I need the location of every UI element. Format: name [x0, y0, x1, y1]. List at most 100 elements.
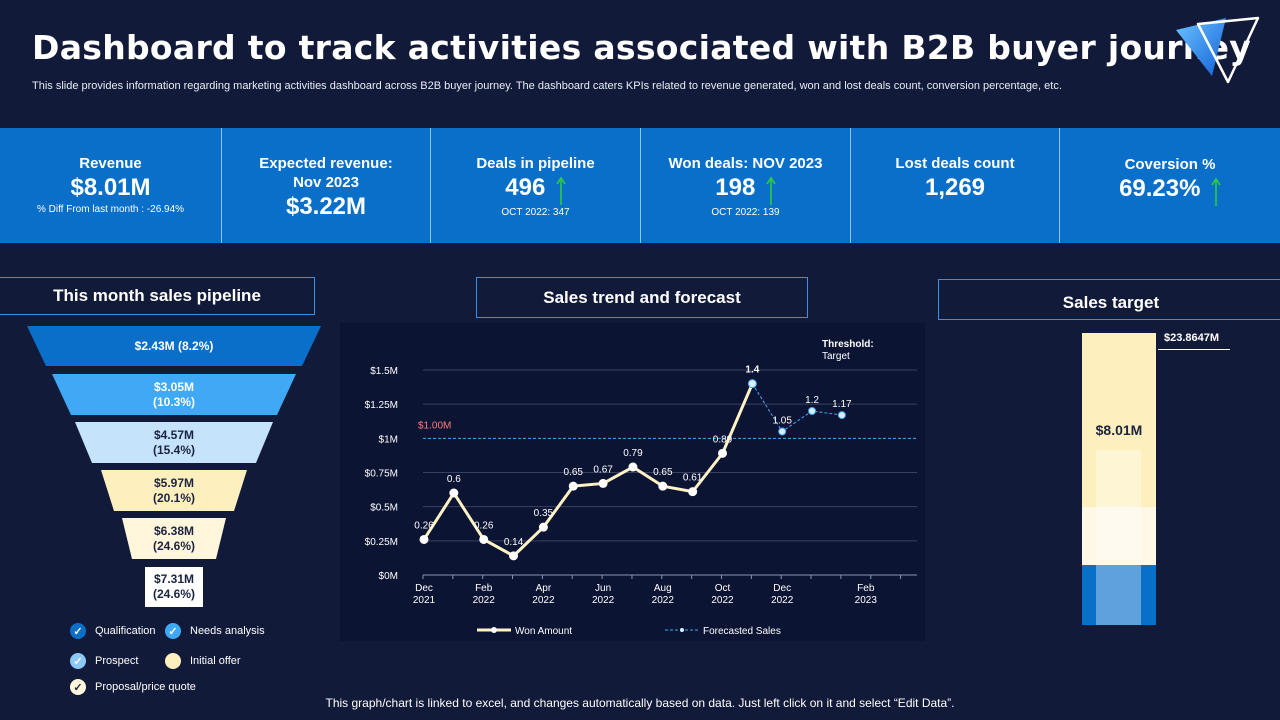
achieved-bar [1096, 450, 1141, 625]
x-tick-label: Oct [715, 583, 731, 594]
won-amount-data-label: 0.61 [683, 473, 703, 484]
won-amount-point [688, 487, 698, 497]
kpi-expected-label: Expected revenue: [259, 155, 393, 172]
kpi-lost-deals: Lost deals count 1,269 [851, 128, 1059, 243]
won-amount-point [747, 379, 757, 389]
x-tick-label: 2023 [855, 595, 878, 606]
legend-won-label: Won Amount [515, 626, 572, 637]
won-amount-data-label: 0.65 [653, 467, 673, 478]
page-subtitle: This slide provides information regardin… [32, 80, 1062, 92]
won-amount-point [538, 522, 548, 532]
won-amount-point [419, 534, 429, 544]
kpi-pipeline-label: Deals in pipeline [476, 155, 595, 172]
won-amount-point [568, 481, 578, 491]
threshold-label: Threshold: [822, 339, 874, 350]
y-tick-label: $1.25M [365, 400, 398, 411]
kpi-divider [221, 128, 222, 243]
target-bar-segment [1082, 565, 1156, 625]
kpi-conversion-value: 69.23% [1119, 175, 1201, 202]
kpi-won-deals: Won deals: NOV 2023 198 OCT 2022: 139 [641, 128, 850, 243]
target-marker-line [1158, 349, 1230, 350]
funnel-layer-label: $5.97M (20.1%) [152, 475, 196, 505]
won-amount-point [718, 448, 727, 458]
funnel-layer-label: $2.43M (8.2%) [134, 338, 214, 353]
kpi-won-value: 198 [715, 174, 756, 201]
funnel-legend-label: Prospect [95, 655, 139, 667]
page-title: Dashboard to track activities associated… [32, 28, 1252, 67]
kpi-expected-value: $3.22M [285, 193, 367, 220]
x-tick-label: Jun [595, 583, 611, 594]
x-tick-label: 2022 [473, 595, 496, 606]
kpi-expected-month: Nov 2023 [293, 174, 359, 191]
kpi-expected-revenue: Expected revenue: Nov 2023 $3.22M [222, 128, 430, 243]
funnel-legend-item: ✓ Prospect [70, 653, 138, 669]
legend-forecast-label: Forecasted Sales [703, 626, 781, 637]
y-tick-label: $0M [379, 571, 398, 582]
up-arrow-icon [1211, 177, 1221, 206]
up-arrow-icon [556, 176, 566, 205]
trend-chart: $0M $0.25M $0.5M $0.75M $1M $1.25M $1.5M Dec 202… [365, 339, 917, 637]
check-icon: ✓ [70, 623, 86, 639]
x-tick-label: 2022 [711, 595, 734, 606]
y-tick-label: $1.5M [370, 366, 398, 377]
trend-panel-title: Sales trend and forecast [476, 277, 808, 318]
x-tick-label: 2022 [592, 595, 615, 606]
funnel-legend-label: Qualification [95, 625, 156, 637]
kpi-pipeline: Deals in pipeline 496 OCT 2022: 347 [431, 128, 640, 243]
threshold-target-label: Target [822, 351, 850, 362]
y-tick-label: $1M [379, 434, 398, 445]
kpi-revenue-value: $8.01M [70, 174, 151, 201]
y-tick-label: $0.25M [365, 537, 398, 548]
won-amount-data-label: 0.26 [414, 520, 434, 531]
funnel-layer: $3.05M (10.3%) [52, 374, 296, 415]
forecast-point [778, 427, 787, 436]
target-bar-segment [1082, 507, 1156, 565]
funnel-layer-label: $3.05M (10.3%) [152, 379, 196, 409]
y-tick-label: $0.75M [365, 469, 398, 480]
legend-forecast-marker [680, 628, 684, 632]
won-amount-point [509, 551, 519, 561]
triangle-logo-icon [1176, 16, 1260, 84]
won-amount-data-label: 0.65 [564, 467, 584, 478]
kpi-divider [430, 128, 431, 243]
kpi-revenue: Revenue $8.01M % Diff From last month : … [0, 128, 221, 243]
kpi-lost-label: Lost deals count [895, 155, 1015, 172]
achieved-value: $8.01M [1095, 422, 1143, 438]
won-amount-point [658, 481, 668, 491]
won-amount-data-label: 0.6 [447, 474, 461, 485]
funnel-layer: $6.38M (24.6%) [122, 518, 226, 559]
threshold-value-label: $1.00M [418, 420, 451, 431]
won-amount-data-label: 1.4 [745, 365, 759, 376]
funnel-legend-label: Proposal/price quote [95, 681, 196, 693]
funnel-legend-item: ✓ Qualification [70, 623, 156, 639]
forecast-data-label: 1.17 [832, 399, 852, 410]
y-tick-label: $0.5M [370, 503, 398, 514]
up-arrow-icon [766, 176, 776, 205]
funnel-layer-label: $7.31M (24.6%) [152, 572, 196, 601]
won-amount-point [598, 478, 608, 488]
forecast-point [837, 411, 846, 420]
won-amount-point [449, 488, 459, 498]
x-tick-label: Dec [415, 583, 433, 594]
kpi-revenue-diff: % Diff From last month : -26.94% [36, 204, 185, 215]
won-amount-data-label: 0.35 [534, 508, 554, 519]
won-amount-point [479, 534, 489, 544]
x-tick-label: Dec [773, 583, 791, 594]
won-amount-line [422, 383, 754, 558]
kpi-pipeline-previous: OCT 2022: 347 [501, 206, 570, 218]
kpi-lost-value: 1,269 [924, 174, 986, 201]
won-amount-point [628, 462, 638, 472]
kpi-revenue-label: Revenue [79, 155, 142, 172]
funnel-legend-label: Needs analysis [190, 625, 265, 637]
funnel-layer: $2.43M (8.2%) [27, 326, 321, 366]
won-amount-data-label: 0.79 [623, 448, 643, 459]
x-tick-label: Apr [536, 583, 552, 594]
funnel-legend-item: ✓ Needs analysis [165, 623, 265, 639]
x-tick-label: Feb [475, 583, 493, 594]
won-amount-data-label: 0.89 [713, 434, 733, 445]
funnel-legend-label: Initial offer [190, 655, 241, 667]
forecast-line [751, 383, 842, 433]
kpi-won-previous: OCT 2022: 139 [711, 206, 780, 218]
funnel-layer-label: $6.38M (24.6%) [152, 523, 196, 553]
x-tick-label: 2022 [652, 595, 675, 606]
